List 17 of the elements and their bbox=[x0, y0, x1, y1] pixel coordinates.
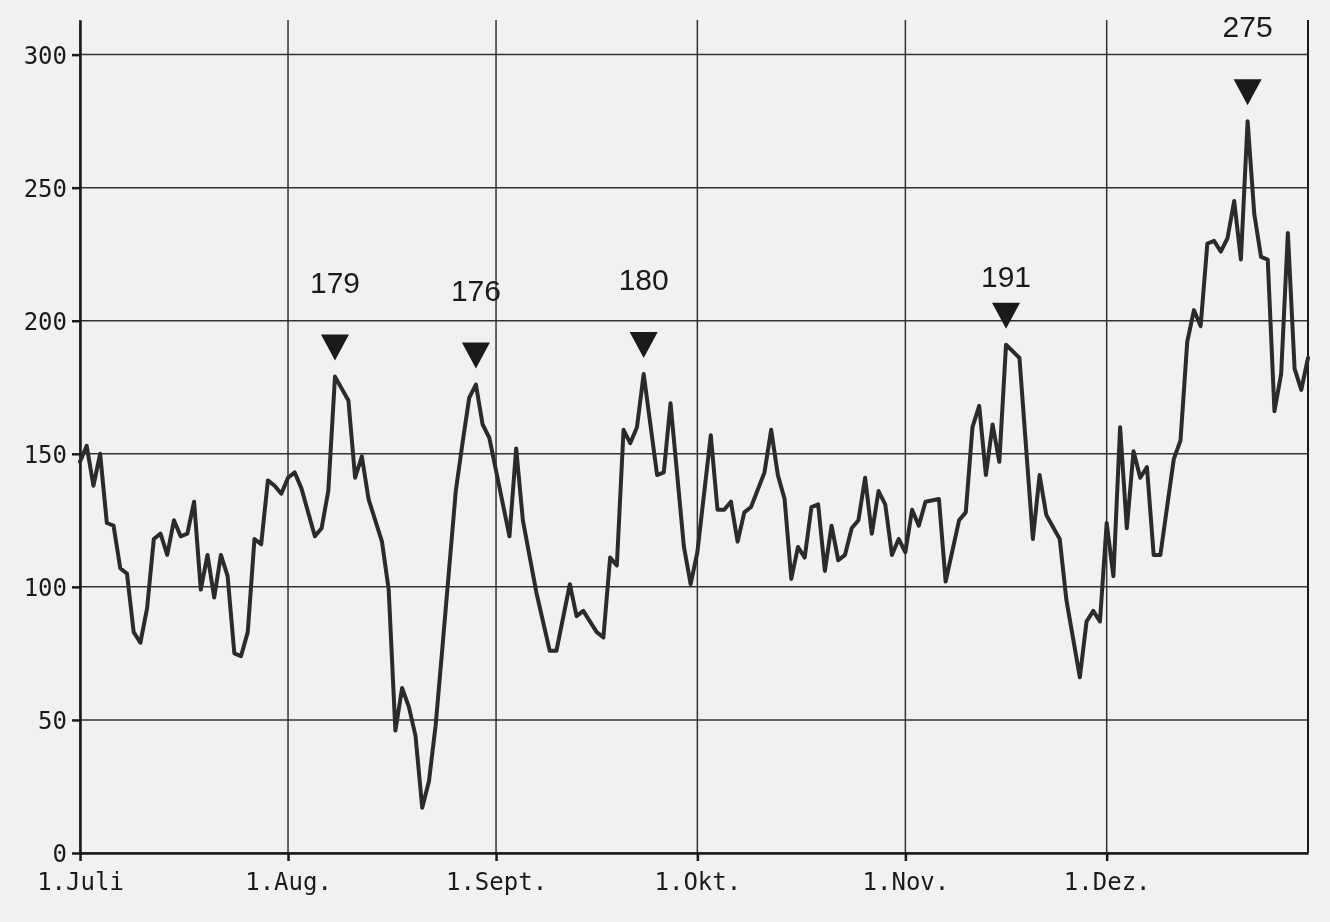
y-tick-label: 200 bbox=[23, 307, 67, 336]
x-tick-label: 1.Nov. bbox=[862, 868, 950, 897]
x-tick-label: 1.Sept. bbox=[445, 868, 548, 897]
y-tick-label: 300 bbox=[23, 41, 67, 70]
x-tick-label: 1.Okt. bbox=[654, 868, 742, 897]
y-tick-label: 150 bbox=[23, 440, 67, 469]
annotation: 191 bbox=[981, 259, 1032, 293]
y-tick-label: 0 bbox=[52, 839, 67, 868]
x-tick-label: 1.Dez. bbox=[1063, 868, 1151, 897]
x-tick-label: 1.Juli bbox=[37, 868, 124, 897]
x-tick-label: 1.Aug. bbox=[245, 868, 332, 897]
annotation: 179 bbox=[309, 265, 361, 299]
y-tick-label: 250 bbox=[23, 174, 67, 203]
annotation: 275 bbox=[1222, 10, 1273, 44]
annotation: 180 bbox=[618, 262, 669, 296]
y-tick-label: 50 bbox=[38, 706, 67, 735]
y-tick-label: 100 bbox=[23, 573, 67, 602]
